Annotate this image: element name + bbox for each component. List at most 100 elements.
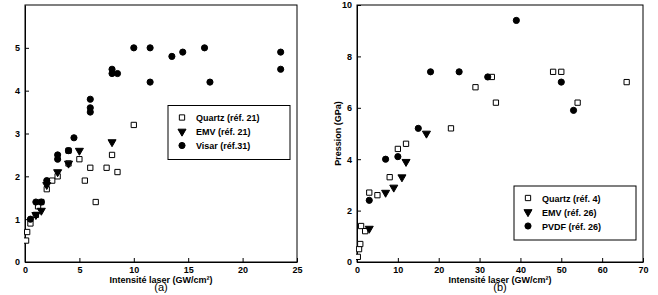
point (356, 254, 360, 259)
x-tick: 10 (129, 258, 139, 275)
x-tick-label: 0 (23, 265, 28, 275)
legend-box (168, 106, 290, 160)
point (27, 216, 33, 222)
x-tick-mark (561, 258, 562, 262)
point (93, 199, 98, 204)
point (513, 17, 519, 23)
legend-label: Quartz (réf. 21) (196, 113, 260, 123)
point (207, 79, 213, 85)
point (383, 156, 389, 162)
legend-marker (179, 115, 184, 120)
series (356, 69, 629, 259)
x-tick: 30 (475, 258, 485, 275)
point (403, 141, 408, 146)
point (104, 165, 109, 170)
legend-label: Visar (réf.31) (196, 141, 250, 151)
series (27, 45, 283, 223)
y-tick-mark (357, 159, 361, 160)
x-tick: 40 (516, 258, 526, 275)
y-tick-label: 8 (347, 52, 352, 62)
x-tick: 15 (184, 258, 194, 275)
x-tick-label: 10 (393, 265, 403, 275)
point (87, 96, 93, 102)
point (382, 190, 390, 197)
y-tick: 2 (15, 172, 29, 182)
legend-label: PVDF (réf. 26) (542, 222, 601, 232)
series (24, 122, 136, 243)
legend-box (514, 186, 636, 240)
x-tick-label: 40 (516, 265, 526, 275)
point (38, 199, 44, 205)
point (358, 223, 363, 228)
x-tick-mark (79, 258, 80, 262)
point (485, 74, 491, 80)
x-tick-label: 20 (238, 265, 248, 275)
point (180, 49, 186, 55)
point (624, 79, 629, 84)
point (64, 161, 72, 168)
point (75, 148, 83, 155)
x-tick-mark (643, 258, 644, 262)
y-tick: 10 (342, 0, 361, 10)
plot-area (356, 17, 629, 259)
series (366, 17, 576, 203)
point (55, 152, 61, 158)
legend: Quartz (réf. 4)EMV (réf. 26)PVDF (réf. 2… (514, 186, 636, 240)
point (395, 154, 401, 160)
point (278, 49, 284, 55)
x-tick-mark (297, 258, 298, 262)
y-tick-label: 5 (15, 43, 20, 53)
x-tick-mark (439, 258, 440, 262)
point (24, 238, 29, 243)
y-tick-label: 1 (15, 215, 20, 225)
point (356, 247, 361, 252)
caption: (b) (493, 281, 506, 293)
legend-marker (178, 129, 186, 136)
point (131, 122, 136, 127)
series (32, 140, 116, 220)
x-tick: 20 (238, 258, 248, 275)
x-axis: 0510152025 (23, 258, 303, 275)
x-tick: 70 (638, 258, 648, 275)
point (54, 170, 62, 177)
x-tick: 60 (598, 258, 608, 275)
x-tick: 10 (393, 258, 403, 275)
x-tick-mark (480, 258, 481, 262)
x-tick-label: 70 (638, 265, 648, 275)
x-tick-mark (134, 258, 135, 262)
y-tick: 4 (347, 155, 361, 165)
y-tick: 6 (347, 103, 361, 113)
panel: 0510152025012345Intensité laser (GW/cm²)… (15, 5, 303, 293)
figure: 0510152025012345Intensité laser (GW/cm²)… (0, 0, 658, 295)
point (366, 197, 372, 203)
x-axis-line (358, 262, 644, 263)
x-axis-line (26, 262, 298, 263)
point (570, 107, 576, 113)
x-tick: 50 (557, 258, 567, 275)
x-tick-label: 10 (129, 265, 139, 275)
point (44, 178, 50, 184)
point (493, 100, 498, 105)
y-tick-label: 2 (347, 206, 352, 216)
point (367, 190, 372, 195)
y-tick-mark (357, 262, 361, 263)
x-tick-mark (520, 258, 521, 262)
point (66, 148, 71, 153)
point (114, 70, 120, 76)
point (390, 185, 398, 192)
point (201, 45, 207, 51)
plot-frame (357, 5, 643, 262)
point (77, 157, 82, 162)
plot-area (24, 45, 284, 243)
y-tick: 2 (347, 206, 361, 216)
y-tick-label: 0 (15, 257, 20, 267)
x-tick-label: 60 (598, 265, 608, 275)
y-tick-mark (357, 108, 361, 109)
y-tick-mark (357, 56, 361, 57)
point (558, 79, 564, 85)
point (88, 165, 93, 170)
y-tick: 3 (15, 129, 29, 139)
y-tick-mark (25, 134, 29, 135)
panel: 0102030405060700246810Intensité laser (G… (333, 0, 649, 293)
point (473, 85, 478, 90)
